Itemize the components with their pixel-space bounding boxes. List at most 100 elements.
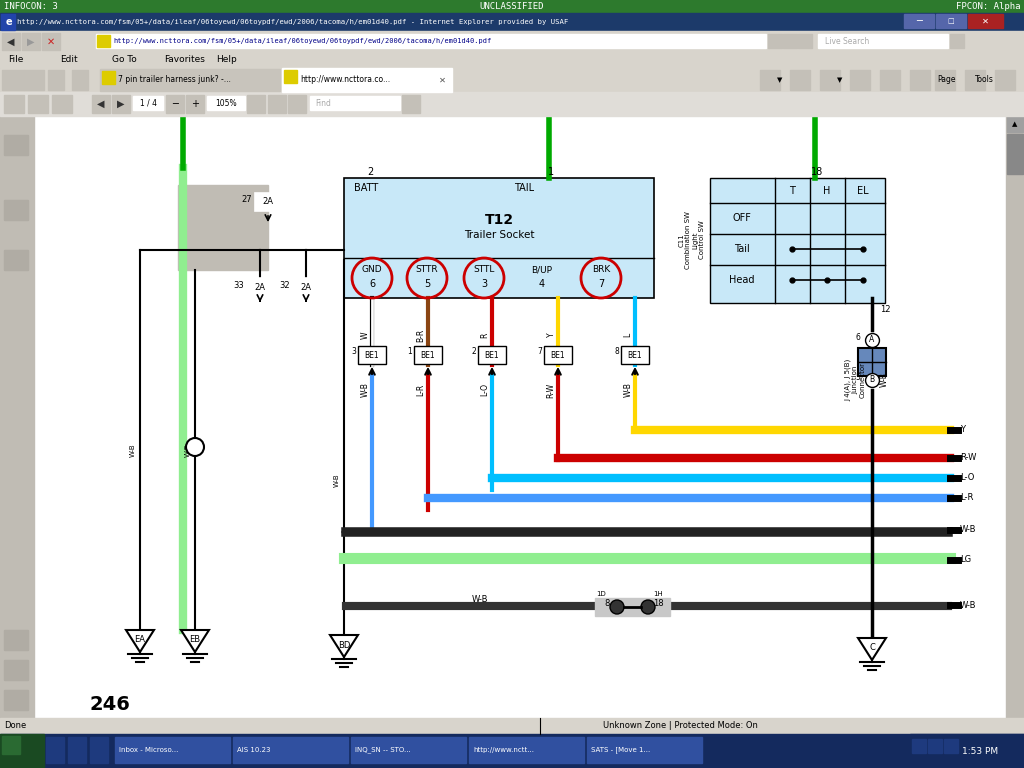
Bar bbox=[92, 95, 110, 113]
Text: 33: 33 bbox=[233, 280, 244, 290]
Text: 105%: 105% bbox=[215, 98, 237, 108]
Bar bbox=[4, 690, 28, 710]
Bar bbox=[34, 116, 1006, 718]
Bar bbox=[72, 70, 88, 90]
Text: http://www.ncttora.com/fsm/05+/data/ileaf/06toyewd/06toypdf/ewd/2006/tacoma/h/em: http://www.ncttora.com/fsm/05+/data/ilea… bbox=[17, 19, 568, 25]
Text: H: H bbox=[823, 186, 830, 196]
Bar bbox=[760, 70, 780, 90]
Text: http://www.ncttora.co...: http://www.ncttora.co... bbox=[300, 75, 390, 84]
Bar bbox=[820, 70, 840, 90]
Text: ◀: ◀ bbox=[7, 37, 14, 47]
Text: ─: ─ bbox=[916, 16, 922, 26]
Bar bbox=[0, 734, 44, 768]
Circle shape bbox=[641, 600, 655, 614]
Bar bbox=[112, 95, 130, 113]
Text: W-B: W-B bbox=[472, 594, 488, 604]
Text: Trailer Socket: Trailer Socket bbox=[464, 230, 535, 240]
Bar bbox=[351, 737, 466, 763]
Bar bbox=[798, 34, 812, 48]
Bar bbox=[166, 95, 184, 113]
Bar bbox=[102, 71, 115, 84]
Text: 2A: 2A bbox=[262, 197, 273, 207]
Bar bbox=[293, 278, 319, 296]
Bar bbox=[22, 33, 40, 50]
Text: 7: 7 bbox=[538, 347, 542, 356]
Bar bbox=[344, 178, 654, 298]
Text: Inbox - Microso...: Inbox - Microso... bbox=[119, 747, 178, 753]
Text: R-W: R-W bbox=[547, 382, 555, 398]
Text: W: W bbox=[360, 331, 370, 339]
Bar bbox=[24, 70, 44, 90]
Text: 3: 3 bbox=[481, 279, 487, 289]
Text: 2A: 2A bbox=[300, 283, 311, 292]
Bar bbox=[284, 70, 297, 83]
Text: J 4(A), J 5(B)
Junction
Connector: J 4(A), J 5(B) Junction Connector bbox=[845, 359, 865, 401]
Text: SATS - [Move 1...: SATS - [Move 1... bbox=[591, 746, 650, 753]
Bar bbox=[247, 95, 265, 113]
Text: Edit: Edit bbox=[60, 55, 78, 65]
Text: AIS 10.23: AIS 10.23 bbox=[237, 747, 270, 753]
Bar bbox=[42, 33, 60, 50]
Text: 2: 2 bbox=[367, 167, 373, 177]
Text: T12: T12 bbox=[484, 213, 514, 227]
Bar bbox=[944, 739, 958, 753]
Bar bbox=[950, 34, 964, 48]
Text: BE1: BE1 bbox=[484, 350, 500, 359]
Bar bbox=[1, 14, 15, 30]
Bar bbox=[4, 200, 28, 220]
Polygon shape bbox=[330, 635, 358, 657]
Text: W-B: W-B bbox=[185, 443, 191, 457]
Text: ▲: ▲ bbox=[1013, 121, 1018, 127]
Text: B-R: B-R bbox=[417, 329, 426, 342]
Bar bbox=[2, 33, 20, 50]
Text: BE1: BE1 bbox=[551, 350, 565, 359]
Text: 7: 7 bbox=[598, 279, 604, 289]
Bar bbox=[4, 630, 28, 650]
Bar bbox=[710, 178, 885, 303]
Text: W-B: W-B bbox=[961, 601, 977, 610]
Text: R: R bbox=[480, 333, 489, 338]
Text: BE1: BE1 bbox=[365, 350, 379, 359]
Text: L-R: L-R bbox=[961, 494, 974, 502]
Bar bbox=[783, 34, 797, 48]
Bar bbox=[1006, 116, 1024, 718]
Text: Y: Y bbox=[961, 425, 965, 435]
Bar bbox=[0, 0, 1024, 13]
Bar bbox=[0, 116, 34, 726]
Text: □: □ bbox=[947, 18, 954, 24]
Text: 6: 6 bbox=[369, 279, 375, 289]
Text: Tools: Tools bbox=[975, 75, 993, 84]
Text: http://www.nctt...: http://www.nctt... bbox=[473, 747, 534, 753]
Bar bbox=[207, 96, 245, 110]
Text: Y: Y bbox=[547, 333, 555, 337]
Bar bbox=[850, 70, 870, 90]
Text: W-B: W-B bbox=[624, 382, 633, 397]
Text: W-B: W-B bbox=[334, 473, 340, 487]
Polygon shape bbox=[126, 630, 154, 652]
Text: W-B: W-B bbox=[360, 382, 370, 397]
Text: 5: 5 bbox=[855, 373, 860, 382]
Text: 1D: 1D bbox=[596, 591, 606, 597]
Text: W-B: W-B bbox=[961, 525, 977, 535]
Text: INQ_SN -- STO...: INQ_SN -- STO... bbox=[355, 746, 411, 753]
Bar bbox=[0, 13, 1024, 31]
Text: W-B: W-B bbox=[880, 372, 889, 387]
Text: STTL: STTL bbox=[473, 266, 495, 274]
Text: ▶: ▶ bbox=[28, 37, 35, 47]
Circle shape bbox=[186, 438, 204, 456]
Text: 1: 1 bbox=[548, 167, 554, 177]
Text: ▶: ▶ bbox=[118, 99, 125, 109]
Bar bbox=[936, 14, 966, 28]
Text: Go To: Go To bbox=[112, 55, 137, 65]
Text: ✕: ✕ bbox=[438, 75, 445, 84]
Text: L-O: L-O bbox=[961, 474, 975, 482]
Text: FPCON: Alpha: FPCON: Alpha bbox=[955, 2, 1020, 11]
Text: EL: EL bbox=[857, 186, 868, 196]
Bar bbox=[910, 734, 1024, 768]
Text: ▼: ▼ bbox=[777, 77, 782, 83]
Bar bbox=[0, 718, 1024, 734]
Text: 6: 6 bbox=[855, 333, 860, 343]
Text: Unknown Zone | Protected Mode: On: Unknown Zone | Protected Mode: On bbox=[602, 721, 758, 730]
Bar bbox=[115, 737, 230, 763]
Text: BD: BD bbox=[338, 641, 350, 650]
